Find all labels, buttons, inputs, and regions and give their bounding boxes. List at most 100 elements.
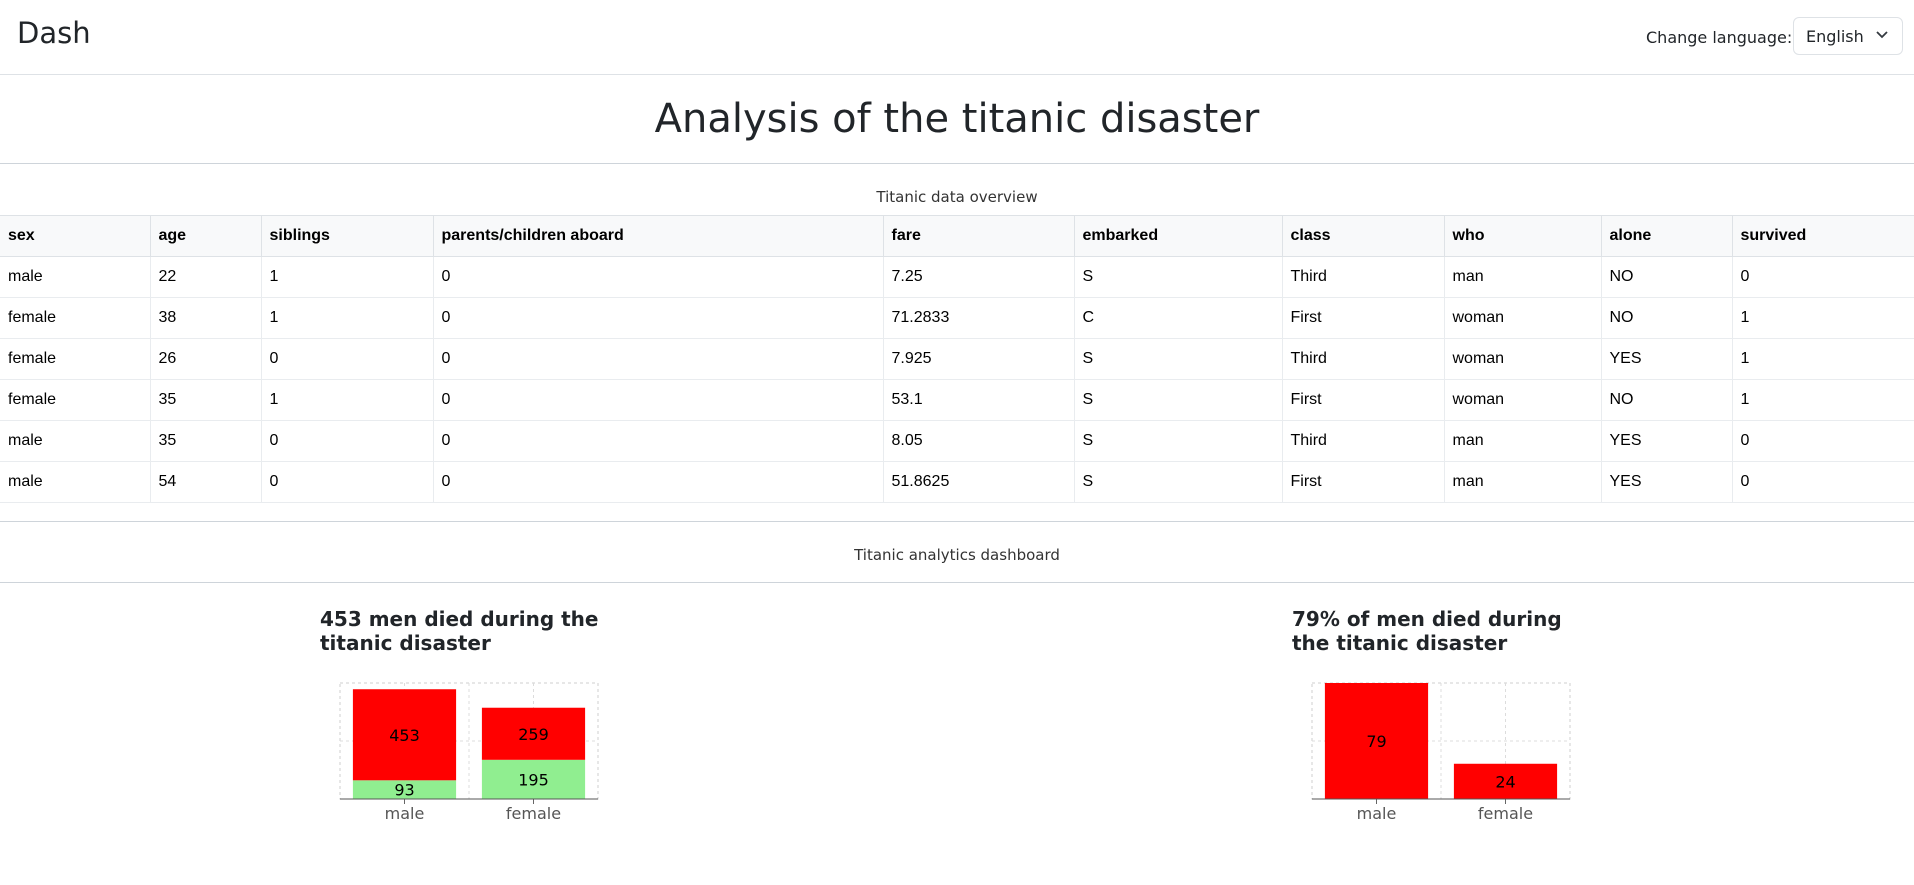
table-cell[interactable]: man [1444,461,1602,503]
table-cell[interactable]: 7.25 [883,256,1075,298]
table-cell[interactable]: female [0,379,151,421]
brand-logo[interactable]: Dash [17,16,91,50]
bar-female-s1[interactable] [481,707,586,760]
table-cell[interactable]: Third [1282,256,1445,298]
bar-female-s0[interactable] [481,759,586,799]
table-cell[interactable]: 0 [1732,420,1914,462]
table-cell[interactable]: woman [1444,338,1602,380]
table-cell[interactable]: YES [1601,461,1733,503]
bar-male-s0[interactable] [352,780,457,799]
table-cell[interactable]: 0 [433,256,884,298]
table-cell[interactable]: 0 [433,461,884,503]
table-cell[interactable]: S [1074,338,1283,380]
table-cell[interactable]: 0 [433,420,884,462]
table-cell[interactable]: 26 [150,338,262,380]
table-cell[interactable]: 0 [1732,256,1914,298]
chart-2-title: 79% of men died during the titanic disas… [1292,607,1562,655]
chart-1-deaths-by-sex: 93 453 male 195 259 female [339,682,599,823]
table-cell[interactable]: 35 [150,420,262,462]
table-cell[interactable]: 8.05 [883,420,1075,462]
table-cell[interactable]: First [1282,461,1445,503]
table-cell[interactable]: 1 [1732,379,1914,421]
title-divider [0,163,1914,164]
table-cell[interactable]: 0 [261,420,434,462]
table-cell[interactable]: First [1282,379,1445,421]
column-header[interactable]: embarked [1074,215,1283,257]
table-row[interactable]: female 26 0 0 7.925 S Third woman YES 1 [0,338,1914,380]
table-cell[interactable]: 53.1 [883,379,1075,421]
table-cell[interactable]: 71.2833 [883,297,1075,339]
table-row[interactable]: male 35 0 0 8.05 S Third man YES 0 [0,420,1914,462]
language-label: Change language: [1646,28,1793,47]
data-label: 453 [389,726,420,745]
table-cell[interactable]: YES [1601,338,1733,380]
data-label: 259 [518,725,549,744]
table-cell[interactable]: 1 [261,379,434,421]
table-cell[interactable]: NO [1601,297,1733,339]
table-cell[interactable]: Third [1282,338,1445,380]
table-cell[interactable]: 1 [1732,297,1914,339]
chevron-down-icon [1876,31,1888,39]
table-header-row: sex age siblings parents/children aboard… [0,215,1914,257]
table-cell[interactable]: 54 [150,461,262,503]
table-cell[interactable]: man [1444,256,1602,298]
column-header[interactable]: who [1444,215,1602,257]
table-cell[interactable]: 7.925 [883,338,1075,380]
column-header[interactable]: alone [1601,215,1733,257]
bar-female-s0[interactable] [1453,763,1558,799]
table-cell[interactable]: YES [1601,420,1733,462]
column-header[interactable]: survived [1732,215,1914,257]
column-header[interactable]: age [150,215,262,257]
table-cell[interactable]: C [1074,297,1283,339]
column-header[interactable]: fare [883,215,1075,257]
table-cell[interactable]: female [0,297,151,339]
data-table-container[interactable]: sex age siblings parents/children aboard… [0,215,1914,504]
table-cell[interactable]: 0 [261,338,434,380]
bar-male-s1[interactable] [352,689,457,781]
table-cell[interactable]: 0 [1732,461,1914,503]
column-header[interactable]: parents/children aboard [433,215,884,257]
bar-male-s0[interactable] [1324,683,1429,799]
table-cell[interactable]: Third [1282,420,1445,462]
table-row[interactable]: male 22 1 0 7.25 S Third man NO 0 [0,256,1914,298]
table-cell[interactable]: 1 [261,297,434,339]
table-cell[interactable]: woman [1444,379,1602,421]
table-cell[interactable]: S [1074,461,1283,503]
table-cell[interactable]: S [1074,420,1283,462]
table-cell[interactable]: male [0,420,151,462]
table-row[interactable]: male 54 0 0 51.8625 S First man YES 0 [0,461,1914,503]
table-row[interactable]: female 35 1 0 53.1 S First woman NO 1 [0,379,1914,421]
table-cell[interactable]: 51.8625 [883,461,1075,503]
titanic-data-table: sex age siblings parents/children aboard… [0,215,1914,503]
column-header[interactable]: class [1282,215,1445,257]
table-cell[interactable]: female [0,338,151,380]
table-cell[interactable]: woman [1444,297,1602,339]
table-cell[interactable]: NO [1601,256,1733,298]
table-cell[interactable]: NO [1601,379,1733,421]
table-cell[interactable]: 1 [261,256,434,298]
x-tick-label: male [385,804,425,823]
column-header[interactable]: sex [0,215,151,257]
table-cell[interactable]: 0 [433,379,884,421]
table-cell[interactable]: S [1074,379,1283,421]
table-cell[interactable]: First [1282,297,1445,339]
table-cell[interactable]: 0 [261,461,434,503]
table-cell[interactable]: man [1444,420,1602,462]
data-label: 79 [1366,732,1386,751]
dashboard-divider [0,582,1914,583]
table-cell[interactable]: 22 [150,256,262,298]
table-cell[interactable]: male [0,256,151,298]
chart-2-death-rate-by-sex: 79 male 24 female [1311,682,1571,823]
table-cell[interactable]: 0 [433,297,884,339]
table-cell[interactable]: S [1074,256,1283,298]
dashboard-caption: Titanic analytics dashboard [854,546,1060,564]
column-header[interactable]: siblings [261,215,434,257]
table-row[interactable]: female 38 1 0 71.2833 C First woman NO 1 [0,297,1914,339]
language-select[interactable]: English [1793,17,1903,55]
table-cell[interactable]: 35 [150,379,262,421]
table-cell[interactable]: male [0,461,151,503]
table-cell[interactable]: 38 [150,297,262,339]
table-cell[interactable]: 1 [1732,338,1914,380]
x-tick-label: female [506,804,561,823]
table-cell[interactable]: 0 [433,338,884,380]
